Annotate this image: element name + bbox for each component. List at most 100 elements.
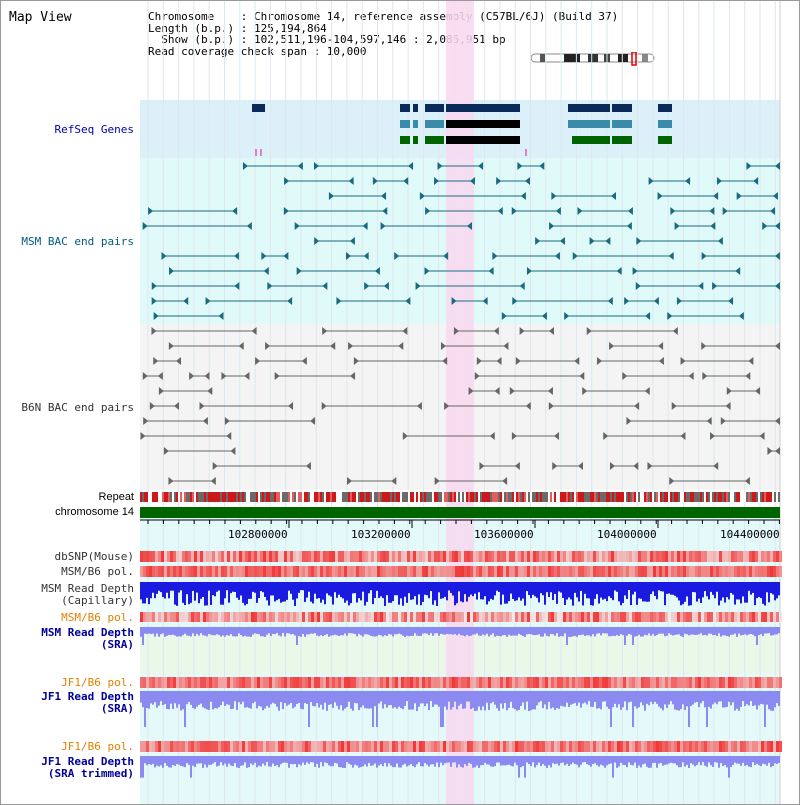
polymorphism-cell (269, 551, 272, 562)
label-msm-read-depth-sra[interactable]: MSM Read Depth (SRA) (41, 627, 134, 651)
polymorphism-cell (200, 741, 203, 752)
read-depth-bar (452, 582, 454, 596)
read-depth-bar (638, 691, 640, 708)
read-depth-bar (396, 756, 398, 764)
repeat-cell (550, 492, 552, 502)
read-depth-bar (614, 582, 616, 591)
polymorphism-cell (242, 741, 245, 752)
read-depth-bar (328, 756, 330, 766)
label-repeat[interactable]: Repeat (98, 491, 134, 503)
label-msm-bac-end-pairs[interactable]: MSM BAC end pairs (21, 235, 134, 248)
read-depth-bar (254, 691, 256, 702)
label-jf1-b6-pol-2[interactable]: JF1/B6 pol. (61, 740, 134, 753)
polymorphism-cell (773, 566, 776, 577)
read-depth-bar (764, 627, 766, 634)
read-depth-bar (528, 627, 530, 635)
read-depth-bar (520, 582, 522, 601)
bac-end-marker (284, 177, 290, 185)
label-refseq-genes[interactable]: RefSeq Genes (54, 123, 134, 136)
polymorphism-cell (521, 612, 524, 622)
label-msm-read-depth-capillary[interactable]: MSM Read Depth (Capillary) (41, 583, 134, 607)
label-chromosome-14[interactable]: chromosome 14 (55, 506, 134, 518)
read-depth-bar (630, 582, 632, 606)
polymorphism-cell (176, 612, 179, 622)
polymorphism-cell (734, 741, 737, 752)
repeat-cell (336, 492, 338, 502)
repeat-cell (324, 492, 326, 502)
label-dbsnp-mouse[interactable]: dbSNP(Mouse) (54, 550, 134, 563)
read-depth-bar (526, 756, 528, 763)
polymorphism-cell (566, 677, 569, 688)
repeat-cell (156, 492, 158, 502)
polymorphism-cell (287, 551, 290, 562)
label-msm-b6-pol[interactable]: MSM/B6 pol. (61, 565, 134, 578)
polymorphism-cell (209, 551, 212, 562)
polymorphism-cell (623, 677, 626, 688)
polymorphism-cell (176, 566, 179, 577)
label-jf1-b6-pol[interactable]: JF1/B6 pol. (61, 676, 134, 689)
polymorphism-cell (707, 741, 710, 752)
polymorphism-cell (179, 741, 182, 752)
polymorphism-cell (734, 677, 737, 688)
read-depth-bar (412, 627, 414, 636)
read-depth-bar (644, 691, 646, 711)
read-depth-bar (594, 691, 596, 702)
bac-end-marker (514, 462, 520, 470)
read-depth-bar (548, 691, 550, 702)
read-depth-bar (708, 691, 710, 707)
read-depth-bar (714, 627, 716, 635)
bac-end-marker (183, 297, 189, 305)
read-depth-bar (562, 582, 564, 598)
read-depth-bar (410, 691, 412, 710)
repeat-cell (406, 492, 408, 502)
read-depth-bar (632, 627, 634, 645)
polymorphism-cell (332, 612, 335, 622)
polymorphism-cell (164, 741, 167, 752)
polymorphism-cell (158, 741, 161, 752)
read-depth-bar (386, 691, 388, 708)
label-jf1-read-depth-sra[interactable]: JF1 Read Depth (SRA) (41, 691, 134, 715)
bac-end-marker (698, 282, 704, 290)
bac-end-marker (605, 237, 611, 245)
polymorphism-cell (563, 741, 566, 752)
read-depth-bar (770, 582, 772, 594)
read-depth-bar (600, 627, 602, 636)
read-depth-bar (332, 756, 334, 767)
repeat-cell (708, 492, 710, 502)
repeat-cell (548, 492, 550, 502)
repeat-cell (450, 492, 452, 502)
read-depth-bar (670, 582, 672, 595)
read-depth-bar (594, 627, 596, 637)
label-b6n-bac-end-pairs[interactable]: B6N BAC end pairs (21, 401, 134, 414)
repeat-cell (344, 492, 346, 502)
polymorphism-cell (407, 741, 410, 752)
polymorphism-cell (578, 741, 581, 752)
polymorphism-cell (413, 612, 416, 622)
read-depth-bar (720, 627, 722, 637)
polymorphism-cell (239, 551, 242, 562)
polymorphism-cell (680, 741, 683, 752)
repeat-cell (382, 492, 384, 502)
read-depth-bar (536, 691, 538, 706)
label-jf1-read-depth-sra-trimmed[interactable]: JF1 Read Depth (SRA trimmed) (41, 756, 134, 780)
polymorphism-cell (272, 566, 275, 577)
read-depth-bar (536, 627, 538, 635)
axis-tick-label: 104000000 (597, 528, 657, 541)
label-msm-b6-pol-2[interactable]: MSM/B6 pol. (61, 611, 134, 624)
repeat-cell (746, 492, 748, 502)
read-depth-bar (720, 582, 722, 601)
read-depth-bar (278, 627, 280, 636)
bac-end-marker (512, 297, 518, 305)
polymorphism-cell (260, 677, 263, 688)
read-depth-bar (228, 627, 230, 636)
read-depth-bar (642, 691, 644, 706)
bac-end-marker (234, 282, 240, 290)
read-depth-bar (700, 582, 702, 603)
polymorphism-cell (206, 677, 209, 688)
read-depth-bar (352, 691, 354, 711)
read-depth-bar (194, 627, 196, 637)
read-depth-bar (564, 627, 566, 634)
polymorphism-cell (614, 741, 617, 752)
chromosome-ideogram[interactable] (530, 52, 655, 66)
